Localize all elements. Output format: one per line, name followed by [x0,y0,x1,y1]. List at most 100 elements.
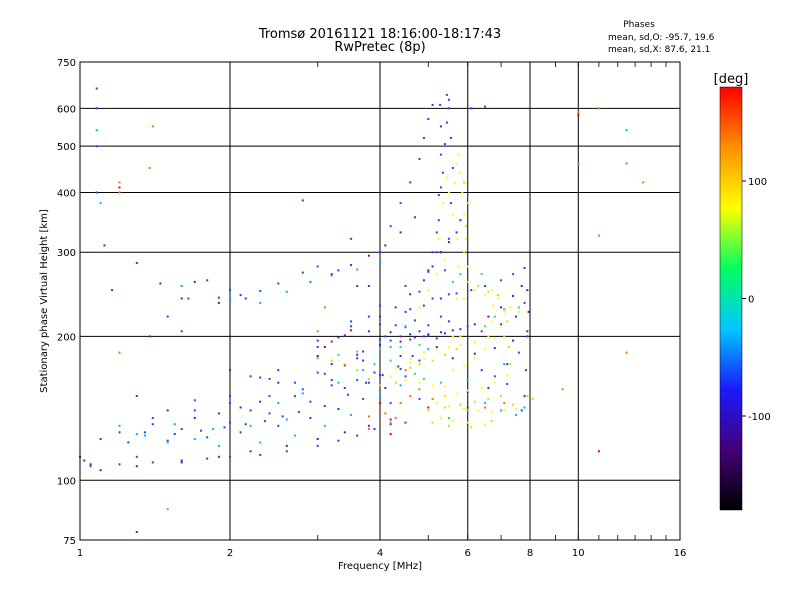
data-point [422,304,425,307]
colorbar-tick-label: -100 [748,412,771,423]
y-axis: 75 100 200 300 400 500 600 750 [57,58,76,547]
data-point [166,441,169,444]
data-point [455,348,458,351]
data-point [356,434,359,437]
data-point [422,351,425,354]
data-point [259,441,262,444]
data-point [493,315,496,318]
data-point [362,359,365,362]
data-point [435,348,438,351]
data-point [520,409,523,412]
data-point [399,355,402,357]
data-point [512,273,515,276]
data-point [99,438,102,440]
data-point [470,107,473,110]
data-point [473,352,476,355]
data-point [389,339,392,342]
data-point [316,355,319,357]
data-point [473,400,476,403]
data-point [263,420,266,423]
y-tick-label: 75 [63,536,76,547]
data-point [389,433,392,435]
data-point [466,280,469,283]
data-point [455,162,458,165]
data-point [523,301,526,304]
data-point [480,273,483,276]
data-point [217,455,220,458]
data-point [389,423,392,426]
data-point [451,369,454,372]
data-point [389,331,392,334]
data-point [151,461,154,464]
data-point [463,364,466,367]
data-point [301,388,304,391]
data-point [259,289,262,292]
data-point [493,337,496,340]
data-point [118,463,121,466]
data-point [356,350,359,353]
data-point [384,387,387,389]
data-point [531,397,534,400]
data-point [384,244,387,247]
data-point [451,329,454,332]
data-point [447,98,450,101]
data-point [277,424,280,427]
data-point [367,415,370,418]
data-point [500,409,503,412]
data-point [379,374,381,377]
data-point [350,237,353,240]
data-point [384,335,387,338]
data-point [379,251,381,254]
data-point [259,376,262,379]
data-point [484,105,487,108]
data-point [500,279,503,282]
data-point [343,363,346,366]
data-points [79,87,645,533]
data-point [180,461,183,464]
data-point [362,397,365,400]
data-point [343,431,346,434]
colorbar-tick-label: 100 [748,177,767,188]
data-point [404,285,407,287]
data-point [597,234,600,237]
data-point [577,162,580,165]
data-point [431,297,434,300]
data-point [180,459,183,462]
data-point [409,366,412,369]
data-point [447,241,450,244]
data-point [500,306,503,309]
data-point [561,388,564,391]
data-point [509,306,512,309]
data-point [455,297,458,300]
data-point [309,400,312,403]
data-point [343,364,346,367]
data-point [285,418,288,421]
data-point [484,402,487,405]
x-axis: 1 2 4 6 8 10 16 [77,62,686,559]
data-point [350,320,353,323]
data-point [437,219,440,222]
data-point [337,439,340,442]
data-point [229,297,231,300]
data-point [180,428,183,430]
data-point [449,202,452,205]
data-point [151,125,154,128]
data-point [526,335,529,338]
data-point [439,186,442,189]
colorbar-ticks: 100 0 -100 [742,177,771,423]
y-tick-label: 200 [57,332,76,343]
data-point [439,315,442,318]
data-point [373,428,376,430]
data-point [379,315,381,318]
data-point [427,334,430,337]
data-point [206,279,209,282]
data-point [297,410,300,413]
data-point [473,340,476,343]
data-point [503,402,506,405]
data-point [512,295,515,297]
data-point [473,323,476,326]
data-point [268,412,271,415]
data-point [212,428,215,430]
data-point [95,145,98,148]
data-point [459,171,462,174]
